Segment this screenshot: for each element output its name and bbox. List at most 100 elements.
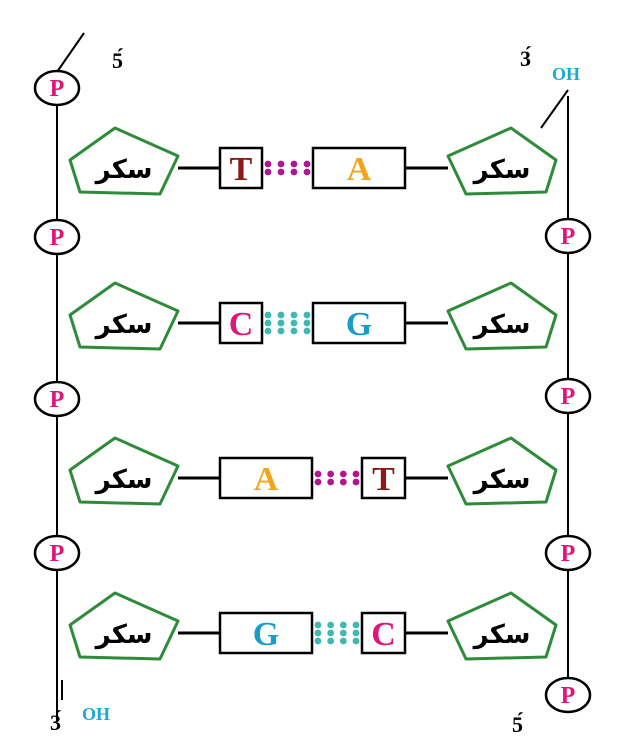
- label-3prime-bottom-left: 3́: [50, 710, 61, 735]
- base-box-left: [218, 146, 264, 190]
- sugar-label: سكر: [472, 155, 531, 185]
- base-box-left: [218, 301, 264, 345]
- bond-dot: [314, 637, 322, 645]
- phosphate-left-1: P: [33, 69, 81, 107]
- bond-dot: [314, 621, 322, 629]
- bond-dot: [314, 478, 322, 486]
- bond-dot: [327, 629, 335, 637]
- hydrogen-bond-dots: [314, 621, 360, 645]
- sugar-label: سكر: [94, 465, 153, 495]
- label-3prime-top-right: 3́: [520, 46, 531, 71]
- sugar-left-3: سكر: [68, 436, 180, 506]
- sugar-right-3: سكر: [446, 436, 558, 506]
- phosphate-label: P: [561, 224, 576, 250]
- bond-dot: [264, 319, 272, 327]
- bond-dot: [339, 470, 347, 478]
- phosphate-circle: [544, 534, 592, 572]
- sugar-left-1: سكر: [68, 126, 180, 196]
- bond-dot: [314, 470, 322, 478]
- bond-dot: [303, 311, 311, 319]
- phosphate-left-3: P: [33, 380, 81, 418]
- bond-dot: [264, 327, 272, 335]
- bond-dot: [290, 160, 298, 168]
- phosphate-circle: [33, 69, 81, 107]
- bond-dot: [290, 168, 298, 176]
- backbone-right-tail: [540, 89, 569, 129]
- base-letter-right: T: [372, 461, 395, 498]
- base-letter-left: C: [229, 306, 254, 343]
- bond-dot: [290, 319, 298, 327]
- hydrogen-bond-dots: [264, 311, 311, 335]
- sugar-label: سكر: [94, 310, 153, 340]
- sugar-pentagon: [68, 591, 180, 661]
- sugar-right-2: سكر: [446, 281, 558, 351]
- phosphate-right-2: P: [544, 377, 592, 415]
- sugar-left-4: سكر: [68, 591, 180, 661]
- phosphate-label: P: [50, 225, 65, 251]
- phosphate-left-4: P: [33, 534, 81, 572]
- bond-dot: [339, 629, 347, 637]
- bond-dot: [277, 168, 285, 176]
- bond-dot: [277, 319, 285, 327]
- bond-dot: [352, 470, 360, 478]
- base-box-right: [311, 301, 407, 345]
- base-letter-left: T: [230, 151, 253, 188]
- phosphate-label: P: [561, 541, 576, 567]
- sugar-pentagon: [446, 126, 558, 196]
- bond-dot: [352, 478, 360, 486]
- phosphate-circle: [544, 676, 592, 714]
- bond-dot: [264, 160, 272, 168]
- sugar-right-4: سكر: [446, 591, 558, 661]
- bond-dot: [303, 319, 311, 327]
- phosphate-label: P: [50, 387, 65, 413]
- bond-dot: [290, 311, 298, 319]
- phosphate-circle: [33, 218, 81, 256]
- phosphate-right-4: P: [544, 676, 592, 714]
- backbone-left-tail: [56, 32, 85, 73]
- bond-dot: [264, 168, 272, 176]
- base-letter-left: G: [253, 616, 279, 653]
- bond-dot: [352, 621, 360, 629]
- phosphate-label: P: [561, 683, 576, 709]
- base-letter-right: G: [346, 306, 372, 343]
- bond-dot: [339, 621, 347, 629]
- sugar-pentagon: [446, 281, 558, 351]
- bond-dot: [303, 160, 311, 168]
- phosphate-circle: [33, 534, 81, 572]
- label-oh-bottom-left: OH: [82, 704, 110, 724]
- hydrogen-bond-dots: [264, 160, 311, 176]
- sugar-label: سكر: [94, 155, 153, 185]
- base-box-right: [311, 146, 407, 190]
- bond-dot: [290, 327, 298, 335]
- label-5prime-bottom-right: 5́: [512, 712, 523, 737]
- base-letter-left: A: [254, 461, 279, 498]
- phosphate-circle: [33, 380, 81, 418]
- sugars: سكر سكر سكر سكر سكر سكر سكر سكر: [68, 126, 558, 661]
- phosphate-left-2: P: [33, 218, 81, 256]
- sugar-pentagon: [446, 436, 558, 506]
- phosphate-label: P: [50, 76, 65, 102]
- sugar-label: سكر: [472, 620, 531, 650]
- bond-dot: [264, 311, 272, 319]
- sugar-left-2: سكر: [68, 281, 180, 351]
- sugar-label: سكر: [472, 465, 531, 495]
- sugar-label: سكر: [94, 620, 153, 650]
- bond-dot: [303, 327, 311, 335]
- phosphates: P P P P P P P P: [33, 69, 592, 714]
- bond-dot: [352, 637, 360, 645]
- phosphate-circle: [544, 377, 592, 415]
- base-box-left: [218, 611, 314, 655]
- bond-dot: [327, 470, 335, 478]
- bond-dot: [352, 629, 360, 637]
- bond-dot: [327, 478, 335, 486]
- base-letter-right: C: [371, 616, 396, 653]
- phosphate-circle: [544, 217, 592, 255]
- bond-dot: [277, 160, 285, 168]
- phosphate-label: P: [50, 541, 65, 567]
- sugar-pentagon: [68, 281, 180, 351]
- base-box-left: [218, 456, 314, 500]
- base-box-right: [360, 456, 407, 500]
- base-letter-right: A: [347, 151, 372, 188]
